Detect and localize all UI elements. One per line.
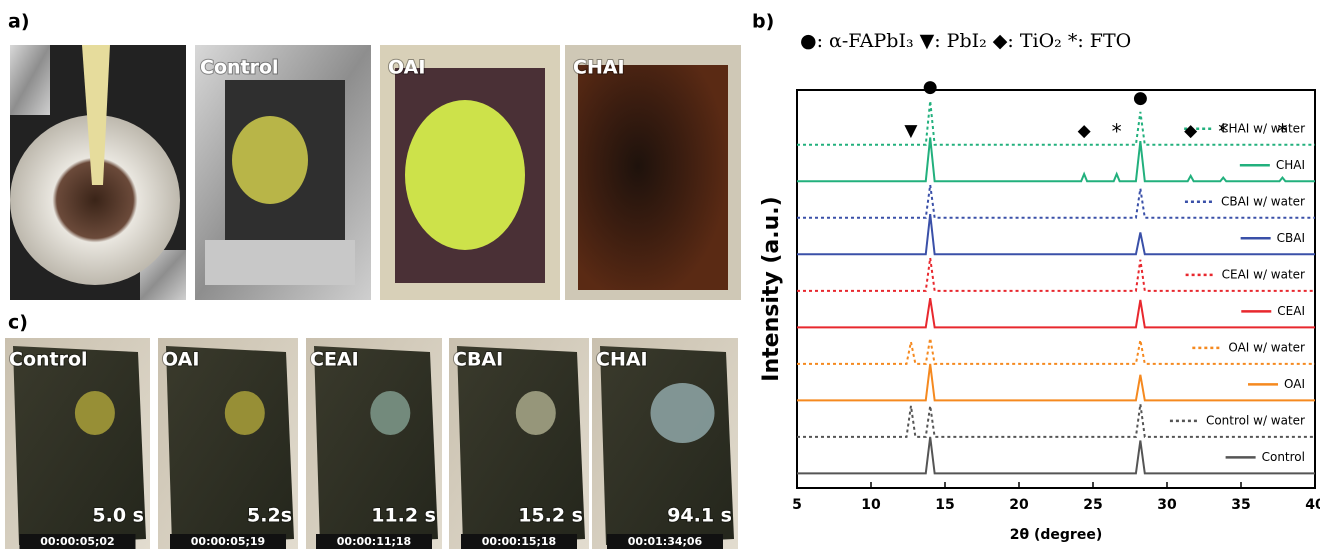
photo-caption: Control — [200, 57, 279, 79]
x-tick-label: 15 — [935, 497, 954, 513]
photo-caption: CHAI — [596, 349, 648, 371]
photo-caption: OAI — [162, 349, 199, 371]
panel-label: c) — [8, 312, 28, 334]
photo: CEAI 11.2 s 00:00:11;18 — [306, 338, 442, 549]
photo — [380, 45, 560, 300]
legend-label: CBAI — [1277, 231, 1305, 245]
panel-label: b) — [752, 11, 774, 33]
legend-label: CHAI — [1276, 158, 1305, 172]
timestamp: 00:01:34;06 — [628, 535, 703, 548]
legend-label: OAI w/ water — [1228, 340, 1305, 354]
photo: CHAI 94.1 s 00:01:34;06 — [592, 338, 738, 549]
droplet — [370, 391, 410, 435]
peak-marker: ◆ — [1184, 121, 1198, 141]
peak-marker: ● — [1133, 88, 1148, 108]
droplet — [516, 391, 556, 435]
x-tick-label: 20 — [1009, 497, 1029, 513]
photo-caption: CHAI — [573, 57, 625, 79]
peak-marker: ● — [923, 77, 938, 97]
series-line — [797, 437, 1315, 474]
timestamp: 00:00:15;18 — [482, 535, 556, 548]
legend-label: CEAI w/ water — [1222, 267, 1305, 281]
legend-label: Control — [1262, 450, 1305, 464]
legend-label: CBAI w/ water — [1221, 194, 1305, 208]
photo — [10, 45, 186, 300]
legend-label: OAI — [1284, 377, 1305, 391]
photo-caption: CBAI — [453, 349, 503, 371]
series-line — [797, 214, 1315, 254]
legend-label: CHAI w/ water — [1220, 121, 1305, 135]
legend-header: ●: α-FAPbI₃ ▼: PbI₂ ◆: TiO₂ *: FTO — [800, 30, 1131, 52]
series-line — [797, 298, 1315, 327]
panel-label: a) — [8, 11, 30, 33]
legend-label: Control w/ water — [1206, 413, 1305, 427]
timestamp: 00:00:05;19 — [191, 535, 265, 548]
plot-frame — [797, 90, 1315, 488]
photo: Control 5.0 s 00:00:05;02 — [5, 338, 150, 549]
photo-caption: Control — [9, 349, 88, 371]
timestamp: 00:00:11;18 — [337, 535, 411, 548]
elapsed-time: 94.1 s — [667, 505, 732, 527]
photo: OAI 5.2s 00:00:05;19 — [158, 338, 298, 549]
legend-label: CEAI — [1277, 304, 1305, 318]
timestamp: 00:00:05;02 — [40, 535, 114, 548]
peak-marker: * — [1277, 119, 1287, 143]
photo: CBAI 15.2 s 00:00:15;18 — [449, 338, 589, 549]
elapsed-time: 5.2s — [247, 505, 292, 527]
x-tick-label: 10 — [861, 497, 881, 513]
x-tick-label: 40 — [1305, 497, 1320, 513]
elapsed-time: 5.0 s — [92, 505, 144, 527]
photo-caption: CEAI — [310, 349, 359, 371]
peak-marker: * — [1218, 119, 1228, 143]
series-line — [797, 364, 1315, 401]
photo — [195, 45, 371, 300]
figure: a) c) b) Control OAI CHAI Control 5.0 s 00:0… — [0, 0, 1320, 549]
x-tick-label: 35 — [1231, 497, 1250, 513]
photo — [565, 45, 741, 300]
elapsed-time: 15.2 s — [518, 505, 583, 527]
x-axis-label: 2θ (degree) — [1010, 527, 1102, 543]
photo-caption: OAI — [388, 57, 425, 79]
peak-marker: * — [1112, 119, 1122, 143]
droplet — [225, 391, 265, 435]
droplet — [75, 391, 115, 435]
x-tick-label: 25 — [1083, 497, 1102, 513]
droplet — [651, 383, 715, 443]
peak-marker: ◆ — [1078, 121, 1092, 141]
x-tick-label: 30 — [1157, 497, 1177, 513]
elapsed-time: 11.2 s — [371, 505, 436, 527]
x-tick-label: 5 — [792, 497, 802, 513]
peak-marker: ▼ — [904, 121, 918, 141]
y-axis-label: Intensity (a.u.) — [759, 196, 784, 381]
